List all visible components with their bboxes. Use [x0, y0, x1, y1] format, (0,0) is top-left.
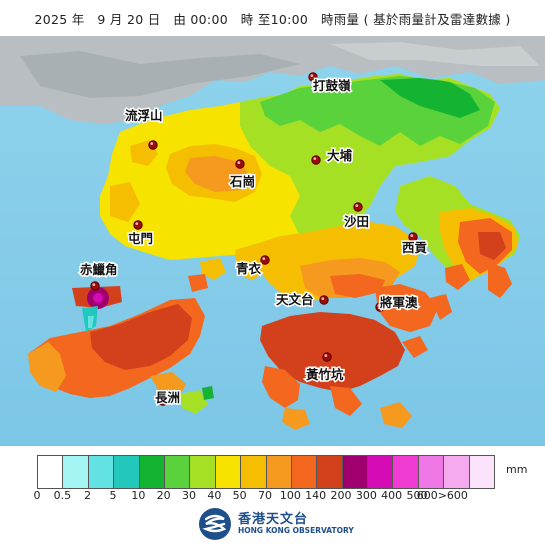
legend-swatch [393, 456, 419, 488]
station-marker-highlight [324, 354, 328, 357]
station-marker-highlight [410, 234, 414, 238]
station-label: 赤鱲角 [80, 262, 118, 277]
legend-tick-label: 0.5 [53, 489, 72, 502]
observatory-name-en: HONG KONG OBSERVATORY [238, 526, 354, 536]
station-label: 黃竹坑 [305, 367, 344, 382]
station-marker[interactable] [353, 202, 363, 212]
legend-tick-label: 140 [305, 489, 327, 502]
station-marker-highlight [150, 142, 154, 145]
station-marker[interactable] [133, 220, 143, 230]
station-marker[interactable] [148, 140, 158, 150]
observatory-emblem-icon [199, 508, 231, 540]
station-marker-highlight [377, 304, 381, 307]
legend-tick-label: 30 [182, 489, 196, 502]
legend-swatch [114, 456, 140, 488]
legend-swatch [444, 456, 470, 488]
legend-swatch [190, 456, 216, 488]
station-label: 青衣 [236, 261, 262, 276]
legend-tick-label: 20 [156, 489, 171, 502]
station-marker-highlight [160, 398, 164, 401]
observatory-name-cn: 香港天文台 [238, 511, 309, 527]
legend-tick-label: 2 [84, 489, 92, 502]
legend-unit: mm [506, 463, 528, 476]
station-label: 將軍澳 [380, 295, 418, 310]
station-label: 沙田 [344, 214, 369, 229]
legend-swatch [368, 456, 394, 488]
legend-swatch [266, 456, 292, 488]
legend-tick-label: 50 [232, 489, 247, 502]
legend-swatch [418, 456, 445, 488]
legend-tick-label: 100 [279, 489, 301, 502]
rainfall-map: 打鼓嶺流浮山大埔石崗沙田屯門西貢赤鱲角 青衣天文台 將軍澳黃竹坑長洲 [0, 36, 545, 446]
legend-swatch [317, 456, 343, 488]
legend-tick-label: 200 [330, 489, 352, 502]
legend-tick-label: 500 [406, 489, 428, 502]
station-label: 西貢 [402, 240, 428, 255]
station-label: 大埔 [327, 148, 353, 163]
legend-swatch [63, 456, 89, 488]
station-marker-highlight [135, 222, 139, 226]
station-marker-highlight [355, 204, 359, 208]
legend-swatch [139, 456, 165, 488]
station-marker-highlight [92, 283, 96, 286]
legend-swatch [469, 456, 495, 488]
legend-swatch [215, 456, 242, 488]
station-marker-highlight [321, 297, 325, 300]
station-marker-highlight [310, 74, 314, 77]
legend-tick-label: 400 [381, 489, 403, 502]
legend-tick-label: 70 [258, 489, 272, 502]
legend-swatch [88, 456, 115, 488]
station-label: 長洲 [155, 390, 180, 405]
hong-kong-island-rain [260, 312, 405, 392]
rainfall-legend [37, 455, 495, 489]
station-label: 天文台 [276, 292, 314, 307]
legend-tick-label: 0 [33, 489, 41, 502]
legend-tick-label: 5 [109, 489, 117, 502]
station-marker[interactable] [319, 295, 329, 305]
station-marker-highlight [313, 157, 317, 160]
station-label: 屯門 [128, 231, 153, 246]
station-marker-highlight [237, 161, 241, 164]
station-label: 石崗 [229, 174, 255, 189]
station-marker[interactable] [311, 155, 321, 165]
legend-tick-label: 600>600 [416, 489, 468, 502]
legend-tick-label: 300 [355, 489, 377, 502]
legend-swatch [38, 456, 64, 488]
legend-tick-labels: 0 0.5 2 5 10 20 30 40 50 70 100 140 200 300 400 500 600>… [0, 489, 545, 505]
legend-swatch [342, 456, 369, 488]
legend-tick-label: 40 [207, 489, 222, 502]
station-marker[interactable] [235, 159, 245, 169]
station-marker-highlight [262, 257, 266, 260]
station-marker[interactable] [260, 255, 270, 265]
legend-tick-label: 10 [131, 489, 146, 502]
station-label: 流浮山 [125, 108, 163, 123]
map-title: 2025 年 9 月 20 日 由 00:00 時 至10:00 時雨量 ( 基… [34, 11, 511, 27]
station-marker[interactable] [322, 352, 332, 362]
observatory-logo: 香港天文台 HONG KONG OBSERVATORY [198, 507, 354, 541]
station-marker[interactable] [90, 281, 100, 291]
legend-swatch [241, 456, 267, 488]
legend-swatch [291, 456, 318, 488]
station-label: 打鼓嶺 [313, 78, 351, 93]
legend-swatch [164, 456, 191, 488]
